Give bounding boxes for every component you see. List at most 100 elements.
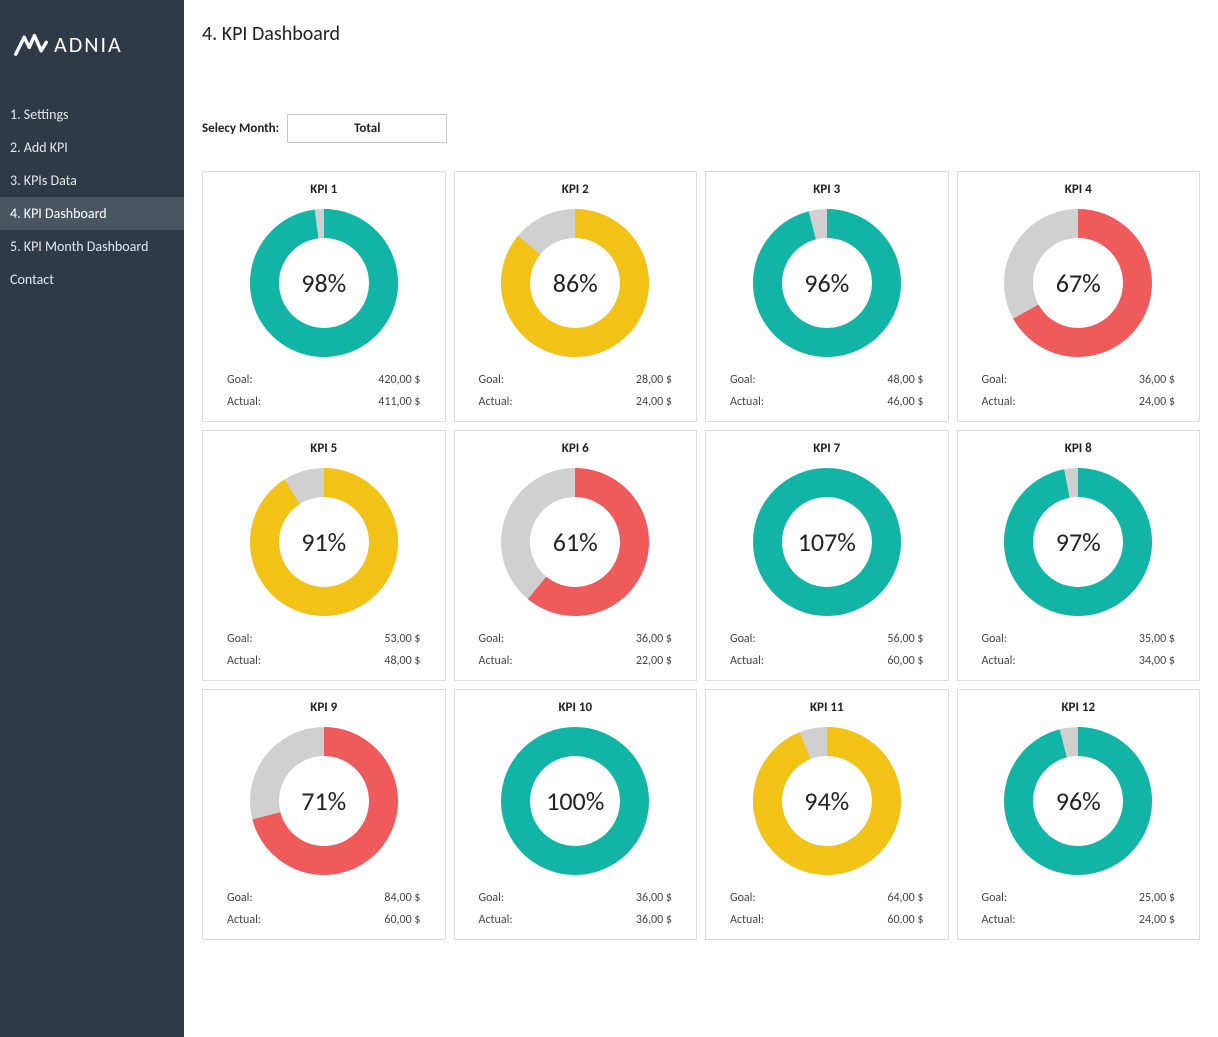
actual-label: Actual: [227,654,324,668]
kpi-donut: 86% [495,203,655,363]
sidebar-item[interactable]: 4. KPI Dashboard [0,197,184,230]
kpi-stats: Goal: 48,00 $ Actual: 46,00 $ [716,373,938,409]
actual-value: 34,00 $ [1078,654,1175,668]
kpi-stats: Goal: 36,00 $ Actual: 22,00 $ [465,632,687,668]
actual-value: 24,00 $ [1078,913,1175,927]
goal-label: Goal: [227,891,324,905]
kpi-donut: 100% [495,721,655,881]
goal-label: Goal: [479,373,576,387]
kpi-card: KPI 6 61% Goal: 36,00 $ Actual: 22,00 $ [454,430,698,681]
kpi-percent: 100% [495,721,655,881]
kpi-grid: KPI 1 98% Goal: 420,00 $ Actual: 411,00 … [202,171,1200,940]
kpi-title: KPI 4 [968,182,1190,197]
kpi-percent: 86% [495,203,655,363]
kpi-percent: 71% [244,721,404,881]
kpi-title: KPI 3 [716,182,938,197]
actual-value: 22,00 $ [575,654,672,668]
kpi-donut: 97% [998,462,1158,622]
goal-label: Goal: [227,373,324,387]
actual-label: Actual: [479,913,576,927]
kpi-card: KPI 10 100% Goal: 36,00 $ Actual: 36,00 … [454,689,698,940]
kpi-title: KPI 9 [213,700,435,715]
actual-label: Actual: [479,654,576,668]
sidebar-item[interactable]: 3. KPIs Data [0,164,184,197]
kpi-card: KPI 3 96% Goal: 48,00 $ Actual: 46,00 $ [705,171,949,422]
actual-value: 46,00 $ [827,395,924,409]
kpi-card: KPI 9 71% Goal: 84,00 $ Actual: 60,00 $ [202,689,446,940]
actual-label: Actual: [982,395,1079,409]
goal-label: Goal: [730,632,827,646]
kpi-stats: Goal: 28,00 $ Actual: 24,00 $ [465,373,687,409]
actual-label: Actual: [730,395,827,409]
kpi-card: KPI 11 94% Goal: 64,00 $ Actual: 60,00 $ [705,689,949,940]
kpi-donut: 98% [244,203,404,363]
goal-value: 53,00 $ [324,632,421,646]
goal-value: 36,00 $ [575,632,672,646]
kpi-title: KPI 12 [968,700,1190,715]
kpi-card: KPI 4 67% Goal: 36,00 $ Actual: 24,00 $ [957,171,1201,422]
actual-value: 36,00 $ [575,913,672,927]
sidebar-item[interactable]: 1. Settings [0,98,184,131]
sidebar-item[interactable]: 5. KPI Month Dashboard [0,230,184,263]
kpi-card: KPI 5 91% Goal: 53,00 $ Actual: 48,00 $ [202,430,446,681]
actual-label: Actual: [982,913,1079,927]
kpi-stats: Goal: 25,00 $ Actual: 24,00 $ [968,891,1190,927]
actual-label: Actual: [730,654,827,668]
kpi-donut: 107% [747,462,907,622]
kpi-percent: 98% [244,203,404,363]
kpi-card: KPI 2 86% Goal: 28,00 $ Actual: 24,00 $ [454,171,698,422]
goal-label: Goal: [730,891,827,905]
kpi-stats: Goal: 36,00 $ Actual: 24,00 $ [968,373,1190,409]
kpi-title: KPI 10 [465,700,687,715]
logo: ADNIA [0,0,184,98]
goal-value: 420,00 $ [324,373,421,387]
kpi-card: KPI 1 98% Goal: 420,00 $ Actual: 411,00 … [202,171,446,422]
kpi-title: KPI 8 [968,441,1190,456]
kpi-stats: Goal: 64,00 $ Actual: 60,00 $ [716,891,938,927]
kpi-percent: 97% [998,462,1158,622]
kpi-donut: 94% [747,721,907,881]
goal-value: 35,00 $ [1078,632,1175,646]
kpi-percent: 61% [495,462,655,622]
actual-value: 48,00 $ [324,654,421,668]
actual-value: 60,00 $ [324,913,421,927]
kpi-stats: Goal: 420,00 $ Actual: 411,00 $ [213,373,435,409]
kpi-title: KPI 11 [716,700,938,715]
goal-label: Goal: [982,891,1079,905]
kpi-card: KPI 8 97% Goal: 35,00 $ Actual: 34,00 $ [957,430,1201,681]
actual-value: 60,00 $ [827,913,924,927]
kpi-stats: Goal: 53,00 $ Actual: 48,00 $ [213,632,435,668]
actual-label: Actual: [982,654,1079,668]
goal-value: 28,00 $ [575,373,672,387]
kpi-donut: 96% [998,721,1158,881]
actual-label: Actual: [227,913,324,927]
kpi-title: KPI 2 [465,182,687,197]
goal-label: Goal: [479,632,576,646]
actual-label: Actual: [227,395,324,409]
goal-value: 25,00 $ [1078,891,1175,905]
kpi-title: KPI 6 [465,441,687,456]
goal-label: Goal: [730,373,827,387]
nav-list: 1. Settings2. Add KPI3. KPIs Data4. KPI … [0,98,184,296]
month-selector-row: Selecy Month: Total [202,114,1200,143]
kpi-percent: 94% [747,721,907,881]
sidebar-item[interactable]: 2. Add KPI [0,131,184,164]
kpi-donut: 71% [244,721,404,881]
goal-label: Goal: [227,632,324,646]
main: 4. KPI Dashboard Selecy Month: Total KPI… [184,0,1218,1037]
kpi-stats: Goal: 35,00 $ Actual: 34,00 $ [968,632,1190,668]
kpi-stats: Goal: 36,00 $ Actual: 36,00 $ [465,891,687,927]
sidebar-item[interactable]: Contact [0,263,184,296]
kpi-percent: 91% [244,462,404,622]
kpi-percent: 96% [998,721,1158,881]
goal-value: 84,00 $ [324,891,421,905]
month-select[interactable]: Total [287,114,447,143]
kpi-donut: 61% [495,462,655,622]
goal-label: Goal: [479,891,576,905]
kpi-stats: Goal: 84,00 $ Actual: 60,00 $ [213,891,435,927]
kpi-donut: 96% [747,203,907,363]
page-title: 4. KPI Dashboard [202,22,1200,46]
logo-icon [14,30,48,58]
kpi-card: KPI 12 96% Goal: 25,00 $ Actual: 24,00 $ [957,689,1201,940]
actual-label: Actual: [479,395,576,409]
